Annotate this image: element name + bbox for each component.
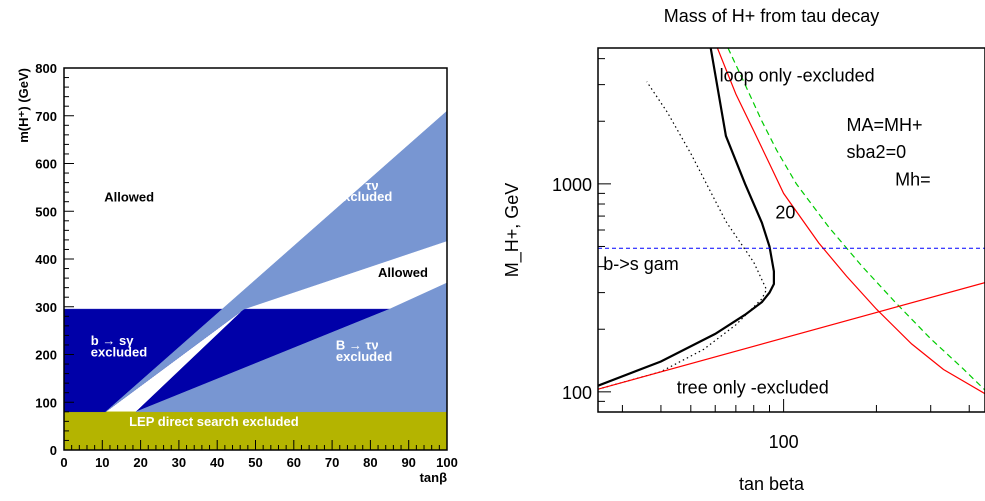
right-y-tick-label: 1000 xyxy=(552,175,592,195)
right-annotation: Mh= xyxy=(895,170,931,190)
left-annotation: Allowed xyxy=(104,190,154,205)
left-annotation: LEP direct search excluded xyxy=(129,414,299,429)
left-x-tick-label: 0 xyxy=(60,455,67,470)
left-y-tick-label: 800 xyxy=(35,61,57,76)
right-plot-frame xyxy=(597,47,985,413)
left-annotation: B → τν xyxy=(336,178,379,193)
left-y-tick-label: 0 xyxy=(50,443,57,458)
right-series-green-dashed xyxy=(727,48,985,391)
left-x-tick-label: 50 xyxy=(248,455,262,470)
right-chart-title: Mass of H+ from tau decay xyxy=(664,6,880,26)
right-y-axis-label: M_H+, GeV xyxy=(502,183,523,278)
right-annotation: 20 xyxy=(775,203,795,223)
right-y-tick-label: 100 xyxy=(562,383,592,403)
left-x-tick-label: 100 xyxy=(436,455,458,470)
left-annotation: b → sγ xyxy=(91,333,134,348)
left-y-tick-label: 300 xyxy=(35,300,57,315)
left-x-tick-label: 60 xyxy=(287,455,301,470)
right-annotation: MA=MH+ xyxy=(847,115,923,135)
right-annotation: loop only -excluded xyxy=(720,66,875,86)
left-x-axis-label: tanβ xyxy=(420,470,448,485)
left-annotation: excluded xyxy=(91,344,147,359)
left-y-axis-label: m(H⁺) (GeV) xyxy=(16,68,31,143)
left-annotation: excluded xyxy=(336,349,392,364)
left-y-tick-label: 200 xyxy=(35,348,57,363)
left-x-tick-label: 40 xyxy=(210,455,224,470)
left-chart: 0 10 20 30 40 50 60 70 80 90 100 0 100 200 300 400 500 60… xyxy=(16,61,458,485)
left-x-tick-label: 80 xyxy=(363,455,377,470)
left-annotation: excluded xyxy=(336,189,392,204)
left-y-tick-label: 500 xyxy=(35,204,57,219)
right-chart: Mass of H+ from tau decay 100 100 1000 loo… xyxy=(502,6,985,494)
left-y-tick-label: 600 xyxy=(35,157,57,172)
left-y-tick-label: 100 xyxy=(35,395,57,410)
left-x-tick-label: 10 xyxy=(95,455,109,470)
left-annotation: B → τν xyxy=(336,338,379,353)
left-x-tick-label: 70 xyxy=(325,455,339,470)
right-annotation: b->s gam xyxy=(603,254,679,274)
right-annotation: sba2=0 xyxy=(847,142,907,162)
right-series-black-solid xyxy=(598,48,775,387)
left-x-tick-label: 30 xyxy=(172,455,186,470)
left-x-tick-label: 90 xyxy=(401,455,415,470)
right-annotation: tree only -excluded xyxy=(677,378,829,398)
right-series-red-curve xyxy=(716,48,985,395)
left-y-tick-label: 700 xyxy=(35,109,57,124)
right-series-black-dotted xyxy=(598,81,768,390)
right-x-tick-label: 100 xyxy=(769,432,799,452)
left-y-tick-label: 400 xyxy=(35,252,57,267)
right-x-axis-label: tan beta xyxy=(739,474,805,494)
right-series-red-line xyxy=(598,282,985,390)
left-annotation: Allowed xyxy=(378,265,428,280)
left-x-tick-label: 20 xyxy=(133,455,147,470)
